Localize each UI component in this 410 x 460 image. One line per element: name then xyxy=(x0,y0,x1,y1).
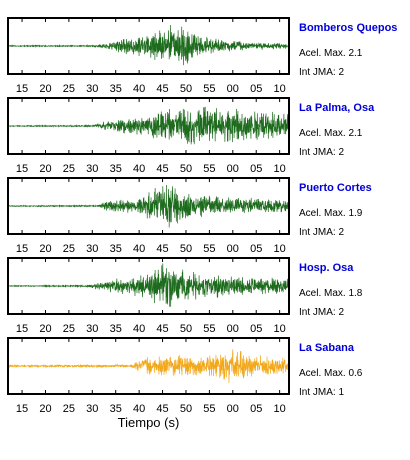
x-tick-label-4-1: 20 xyxy=(39,403,51,415)
x-tick-label-1-6: 45 xyxy=(156,163,168,175)
x-tick-label-0-2: 25 xyxy=(63,83,75,95)
x-tick-label-1-4: 35 xyxy=(110,163,122,175)
x-tick-label-0-4: 35 xyxy=(110,83,122,95)
station-acel-2: Acel. Max. 1.9 xyxy=(299,208,363,219)
x-tick-label-1-5: 40 xyxy=(133,163,145,175)
x-tick-label-3-9: 00 xyxy=(227,323,239,335)
waveform-trace-0 xyxy=(8,24,289,66)
x-tick-label-2-2: 25 xyxy=(63,243,75,255)
x-tick-label-4-9: 00 xyxy=(227,403,239,415)
x-tick-label-2-5: 40 xyxy=(133,243,145,255)
x-tick-label-2-3: 30 xyxy=(86,243,98,255)
station-name-0: Bomberos Quepos xyxy=(299,22,397,34)
panel-frame-3 xyxy=(7,257,290,315)
waveform-trace-3 xyxy=(8,263,289,307)
x-tick-label-3-6: 45 xyxy=(156,323,168,335)
x-tick-label-4-10: 05 xyxy=(250,403,262,415)
x-tick-label-1-7: 50 xyxy=(180,163,192,175)
x-tick-label-4-2: 25 xyxy=(63,403,75,415)
x-tick-label-2-1: 20 xyxy=(39,243,51,255)
x-tick-label-1-8: 55 xyxy=(203,163,215,175)
station-int-1: Int JMA: 2 xyxy=(299,147,344,158)
panel-frame-4 xyxy=(7,337,290,395)
x-tick-label-0-9: 00 xyxy=(227,83,239,95)
x-tick-label-0-6: 45 xyxy=(156,83,168,95)
x-tick-label-0-0: 15 xyxy=(16,83,28,95)
station-int-3: Int JMA: 2 xyxy=(299,307,344,318)
x-tick-label-0-8: 55 xyxy=(203,83,215,95)
x-tick-label-4-6: 45 xyxy=(156,403,168,415)
x-tick-label-0-3: 30 xyxy=(86,83,98,95)
x-tick-label-4-11: 10 xyxy=(274,403,286,415)
station-int-2: Int JMA: 2 xyxy=(299,227,344,238)
station-int-4: Int JMA: 1 xyxy=(299,387,344,398)
station-name-1: La Palma, Osa xyxy=(299,102,375,114)
x-tick-label-2-4: 35 xyxy=(110,243,122,255)
station-acel-3: Acel. Max. 1.8 xyxy=(299,288,363,299)
waveform-trace-2 xyxy=(8,184,289,228)
x-tick-label-1-1: 20 xyxy=(39,163,51,175)
panel-frame-0 xyxy=(7,17,290,75)
x-tick-label-0-11: 10 xyxy=(274,83,286,95)
panel-frame-1 xyxy=(7,97,290,155)
waveform-trace-1 xyxy=(8,106,289,145)
x-tick-label-2-7: 50 xyxy=(180,243,192,255)
panel-frame-2 xyxy=(7,177,290,235)
x-tick-label-2-10: 05 xyxy=(250,243,262,255)
x-tick-label-4-8: 55 xyxy=(203,403,215,415)
x-tick-label-1-0: 15 xyxy=(16,163,28,175)
x-tick-label-2-0: 15 xyxy=(16,243,28,255)
x-tick-label-1-9: 00 xyxy=(227,163,239,175)
x-tick-label-2-6: 45 xyxy=(156,243,168,255)
x-tick-label-0-10: 05 xyxy=(250,83,262,95)
x-tick-label-0-5: 40 xyxy=(133,83,145,95)
x-tick-label-4-3: 30 xyxy=(86,403,98,415)
station-name-3: Hosp. Osa xyxy=(299,262,354,274)
x-tick-label-4-0: 15 xyxy=(16,403,28,415)
x-tick-label-1-10: 05 xyxy=(250,163,262,175)
x-axis-title: Tiempo (s) xyxy=(118,415,180,430)
x-tick-label-2-9: 00 xyxy=(227,243,239,255)
station-acel-0: Acel. Max. 2.1 xyxy=(299,48,363,59)
x-tick-label-2-8: 55 xyxy=(203,243,215,255)
x-tick-label-3-7: 50 xyxy=(180,323,192,335)
x-tick-label-3-4: 35 xyxy=(110,323,122,335)
x-tick-label-2-11: 10 xyxy=(274,243,286,255)
x-tick-label-4-7: 50 xyxy=(180,403,192,415)
x-tick-label-1-11: 10 xyxy=(274,163,286,175)
x-tick-label-1-2: 25 xyxy=(63,163,75,175)
x-tick-label-0-1: 20 xyxy=(39,83,51,95)
x-tick-label-3-11: 10 xyxy=(274,323,286,335)
x-tick-label-1-3: 30 xyxy=(86,163,98,175)
station-name-2: Puerto Cortes xyxy=(299,182,372,194)
station-int-0: Int JMA: 2 xyxy=(299,67,344,78)
x-tick-label-3-8: 55 xyxy=(203,323,215,335)
x-tick-label-3-5: 40 xyxy=(133,323,145,335)
x-tick-label-4-5: 40 xyxy=(133,403,145,415)
waveform-trace-4 xyxy=(8,349,289,383)
station-acel-1: Acel. Max. 2.1 xyxy=(299,128,363,139)
station-name-4: La Sabana xyxy=(299,342,355,354)
station-acel-4: Acel. Max. 0.6 xyxy=(299,368,363,379)
x-tick-label-4-4: 35 xyxy=(110,403,122,415)
x-tick-label-3-3: 30 xyxy=(86,323,98,335)
x-tick-label-3-1: 20 xyxy=(39,323,51,335)
x-tick-label-0-7: 50 xyxy=(180,83,192,95)
x-tick-label-3-2: 25 xyxy=(63,323,75,335)
x-tick-label-3-0: 15 xyxy=(16,323,28,335)
x-tick-label-3-10: 05 xyxy=(250,323,262,335)
